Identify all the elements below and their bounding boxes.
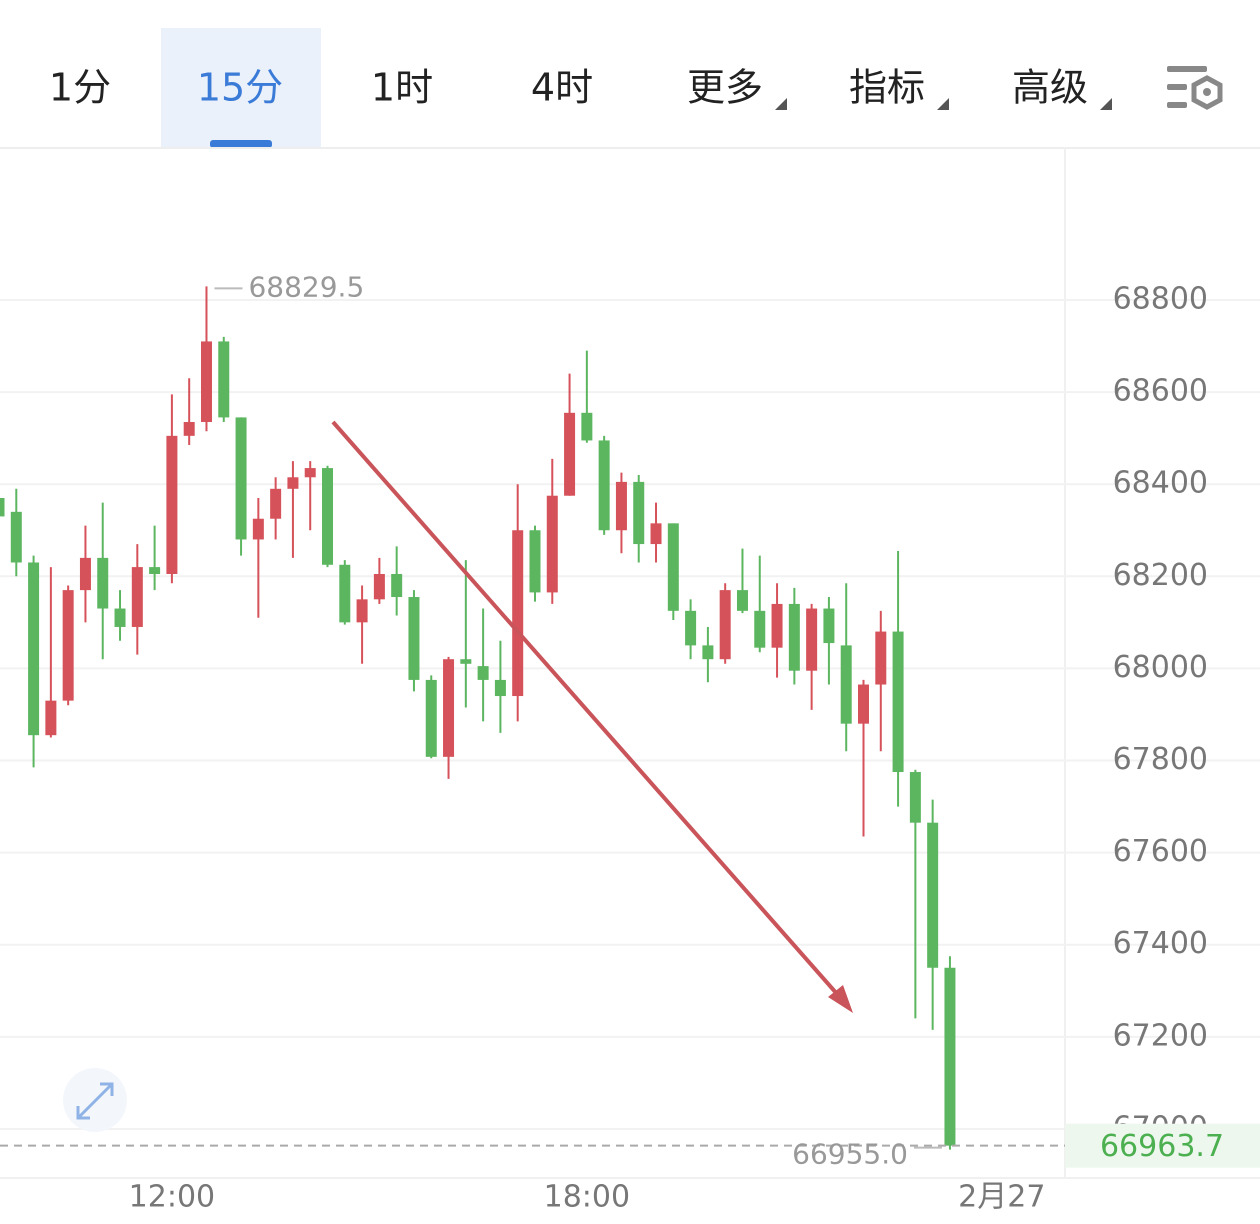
candle-body xyxy=(615,481,627,531)
candle-body xyxy=(28,562,40,736)
candle-body xyxy=(97,557,109,609)
candle-body xyxy=(149,567,161,574)
candle-body xyxy=(79,557,91,591)
candle-body xyxy=(927,822,939,968)
y-tick-label: 68600 xyxy=(1113,374,1208,409)
candle-body xyxy=(564,412,576,496)
y-tick-label: 68200 xyxy=(1113,558,1208,593)
candle-body xyxy=(529,530,541,593)
candle-body xyxy=(391,573,403,598)
candle-body xyxy=(875,631,887,685)
candle-body xyxy=(909,772,921,823)
candle-body xyxy=(235,417,247,540)
tab[interactable]: 更多 xyxy=(687,66,763,110)
y-tick-label: 67600 xyxy=(1113,834,1208,869)
trend-arrow xyxy=(331,420,847,1005)
candle-body xyxy=(131,567,143,627)
candle-body xyxy=(788,603,800,671)
candle-body xyxy=(944,967,956,1146)
candle-body xyxy=(667,523,679,611)
active-tab-underline xyxy=(210,140,272,148)
candle-body xyxy=(322,468,334,565)
candle-body xyxy=(719,590,731,660)
candle-body xyxy=(200,341,212,423)
candle-body xyxy=(754,610,766,648)
candle-body xyxy=(892,631,904,773)
candle-body xyxy=(114,608,126,627)
candle-body xyxy=(494,679,506,697)
tab[interactable]: 15分 xyxy=(197,66,283,110)
candle-body xyxy=(62,590,74,701)
tab[interactable]: 4时 xyxy=(531,66,593,110)
candle-body xyxy=(477,666,489,680)
dropdown-caret xyxy=(937,98,949,110)
y-tick-label: 68000 xyxy=(1113,650,1208,685)
low-label: 66955.0 xyxy=(792,1138,908,1171)
icon-hex xyxy=(1191,75,1223,110)
tab[interactable]: 1分 xyxy=(49,66,111,110)
y-tick-label: 67800 xyxy=(1113,742,1208,777)
candle-body xyxy=(218,341,230,418)
icon-bar xyxy=(1167,66,1207,72)
expand-button[interactable] xyxy=(63,1068,127,1132)
candle-body xyxy=(356,599,368,623)
candle-body xyxy=(10,511,22,563)
candle-body xyxy=(443,659,455,757)
candle-body xyxy=(736,590,748,611)
y-tick-label: 68800 xyxy=(1113,281,1208,316)
candle-body xyxy=(823,608,835,644)
candle-body xyxy=(806,608,818,671)
tab[interactable]: 1时 xyxy=(371,66,433,110)
x-tick-label: 2月27 xyxy=(958,1180,1045,1215)
icon-bar xyxy=(1167,84,1187,90)
high-label: 68829.5 xyxy=(248,270,364,303)
candle-body xyxy=(546,495,558,593)
candle-body xyxy=(408,597,420,680)
tab[interactable]: 指标 xyxy=(849,66,925,110)
candle-body xyxy=(287,477,299,489)
expand-icon xyxy=(76,1082,114,1120)
dropdown-caret xyxy=(775,98,787,110)
icon-bar xyxy=(1167,102,1187,108)
icon-dot xyxy=(1203,88,1211,96)
candle-body xyxy=(840,645,852,724)
candle-body xyxy=(183,422,195,436)
current-price-label: 66963.7 xyxy=(1100,1129,1224,1164)
current-price-box xyxy=(1065,1123,1260,1168)
candle-body xyxy=(0,498,5,517)
y-tick-label: 67200 xyxy=(1113,1018,1208,1053)
candle-body xyxy=(650,523,662,545)
candle-body xyxy=(771,603,783,648)
candle-body xyxy=(270,488,282,519)
tab[interactable]: 高级 xyxy=(1012,66,1088,110)
candle-body xyxy=(702,645,714,660)
candle-body xyxy=(598,440,610,531)
candle-body xyxy=(166,435,178,574)
candle-body xyxy=(252,518,264,540)
candle-body xyxy=(339,564,351,623)
candle-body xyxy=(373,573,385,600)
candle-body xyxy=(685,610,697,646)
candle-body xyxy=(45,700,57,736)
y-tick-label: 68400 xyxy=(1113,466,1208,501)
candle-body xyxy=(460,659,472,664)
dropdown-caret xyxy=(1100,98,1112,110)
x-tick-label: 12:00 xyxy=(129,1180,215,1215)
candle-body xyxy=(425,679,437,757)
candle-body xyxy=(633,481,645,545)
candle-body xyxy=(512,530,524,697)
candle-body xyxy=(304,468,316,478)
candle-body xyxy=(581,412,593,441)
settings-icon[interactable] xyxy=(1167,66,1223,110)
candle-body xyxy=(858,684,869,724)
trend-arrow-head xyxy=(828,985,853,1013)
y-tick-label: 67400 xyxy=(1113,926,1208,961)
active-tab-bg xyxy=(161,28,321,148)
x-tick-label: 18:00 xyxy=(544,1180,630,1215)
